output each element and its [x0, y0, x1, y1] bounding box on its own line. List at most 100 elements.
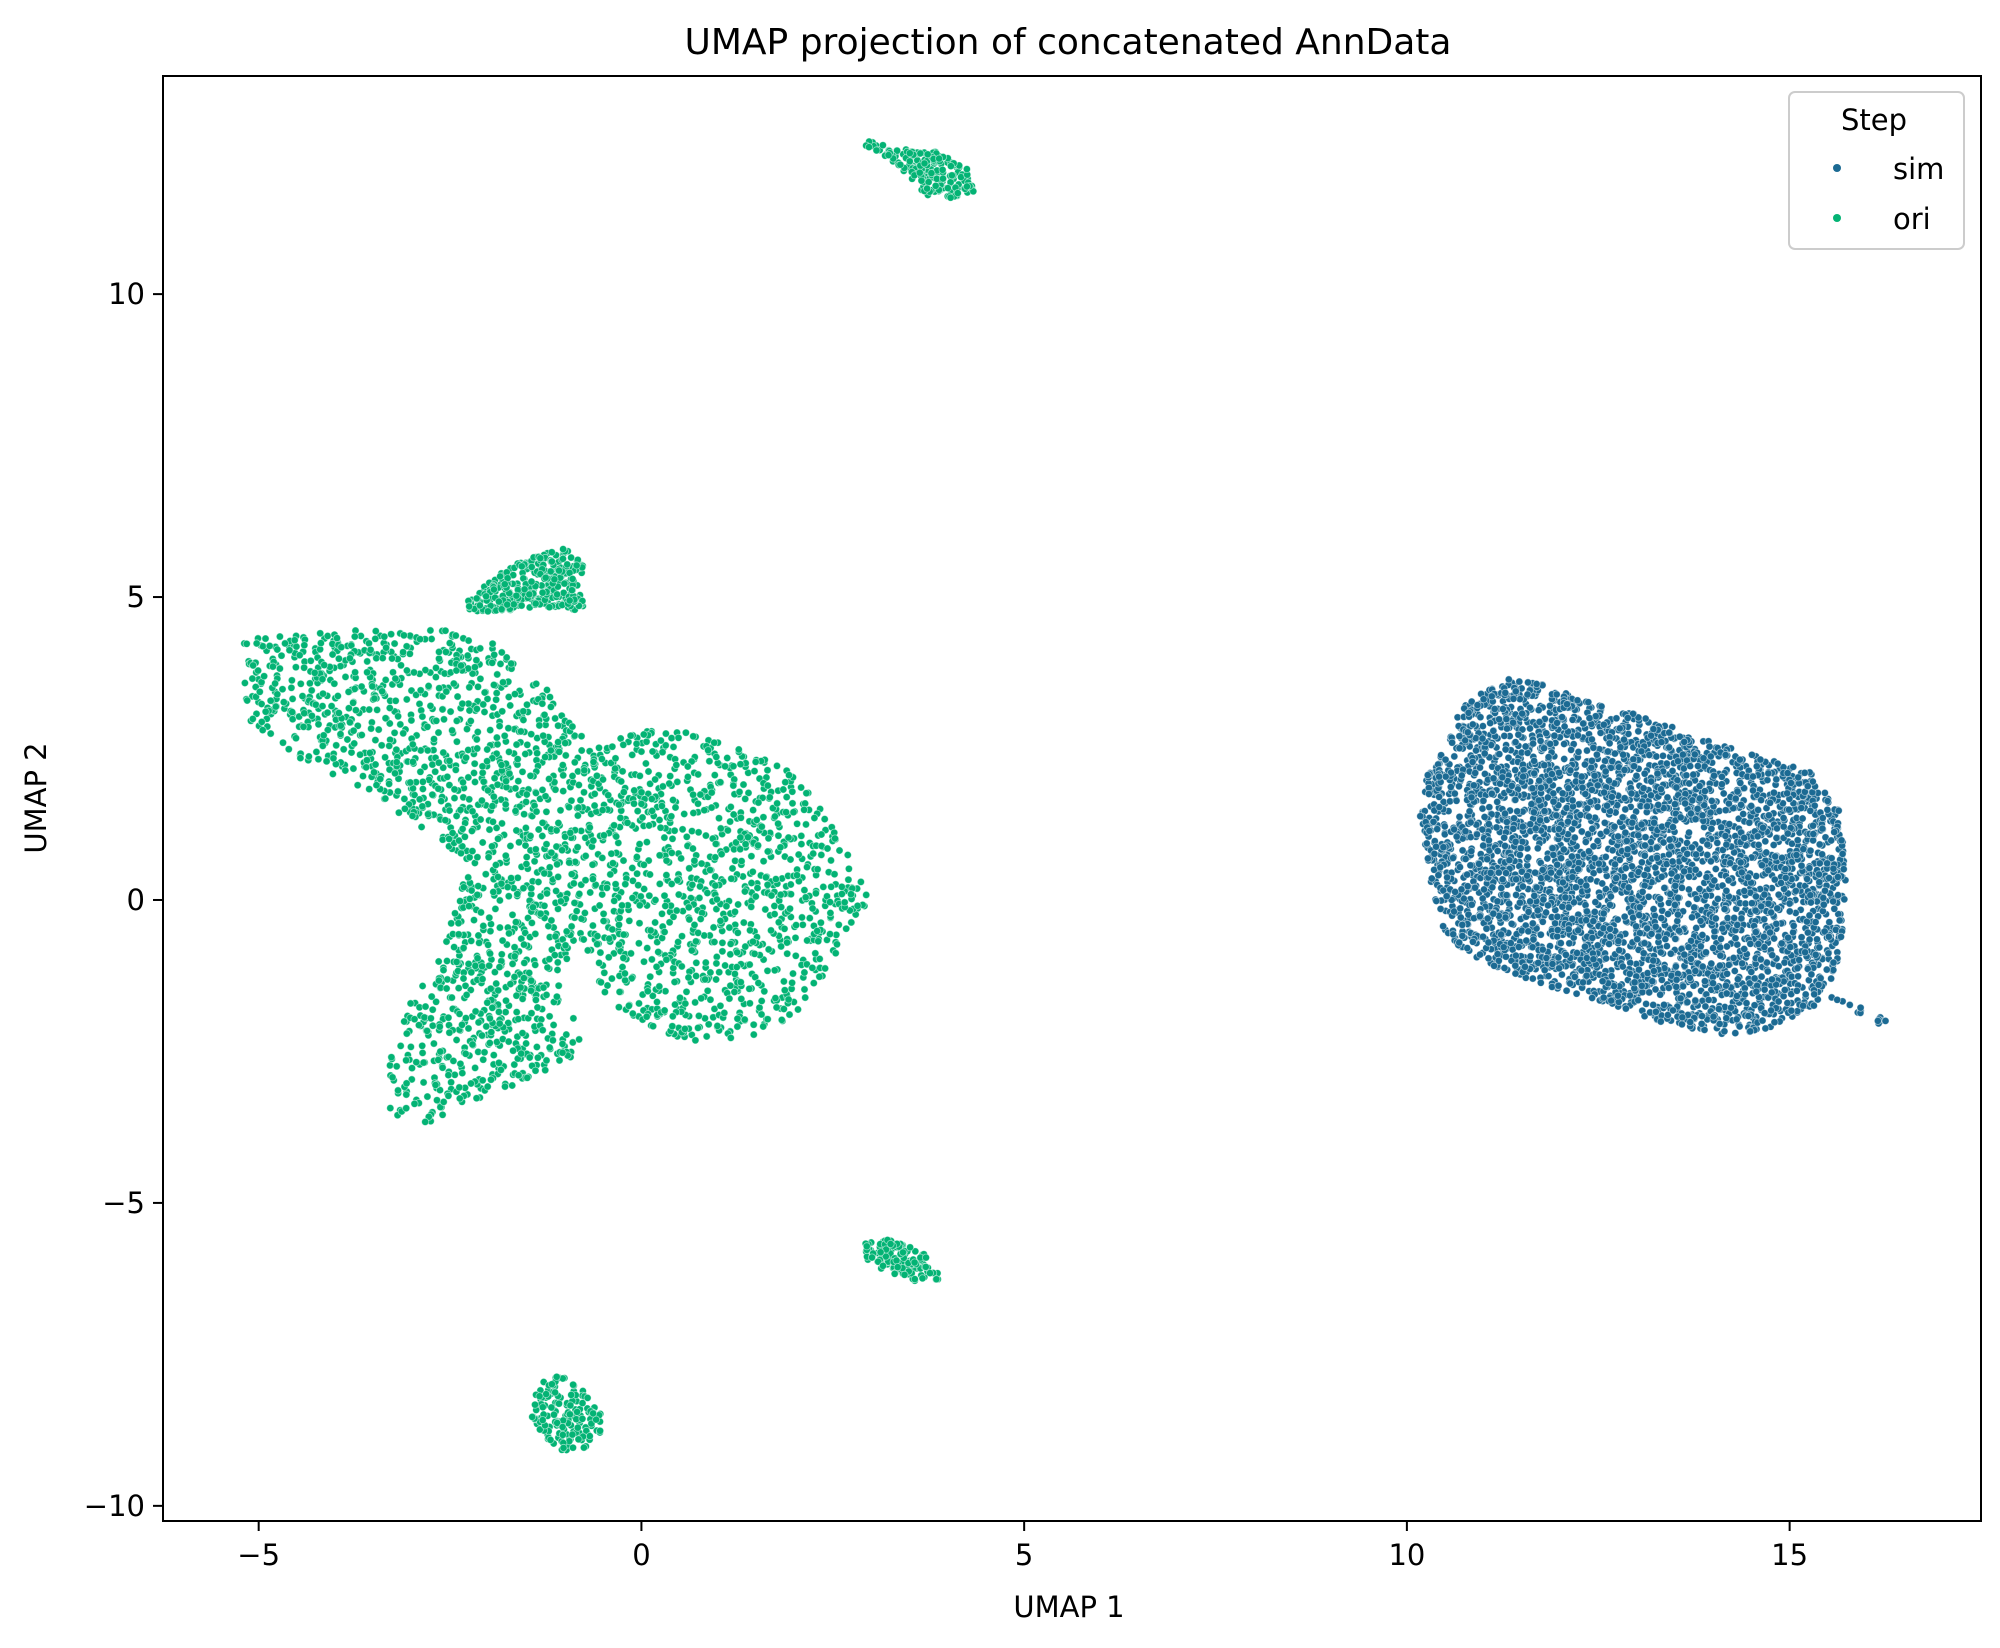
data-point-sim	[1637, 981, 1646, 990]
data-point-sim	[1523, 871, 1532, 880]
data-point-sim	[1596, 728, 1605, 737]
data-point-sim	[1433, 825, 1442, 834]
data-point-sim	[1620, 766, 1629, 775]
data-point-sim	[1672, 982, 1681, 991]
data-point-sim	[1627, 895, 1636, 904]
data-point-sim	[1754, 805, 1763, 814]
data-point-sim	[1511, 969, 1520, 978]
data-point-sim	[1829, 966, 1838, 975]
data-point-sim	[1773, 759, 1782, 768]
data-point-sim	[1752, 892, 1761, 901]
data-point-sim	[1618, 962, 1627, 971]
data-point-sim	[1577, 827, 1586, 836]
data-point-sim	[1701, 1002, 1710, 1011]
data-point-sim	[1837, 932, 1846, 941]
data-point-sim	[1538, 917, 1547, 926]
data-point-sim	[1727, 1003, 1736, 1012]
data-point-sim	[1502, 715, 1511, 724]
data-point-sim	[1818, 814, 1827, 823]
data-point-sim	[1509, 824, 1518, 833]
data-point-sim	[1833, 873, 1842, 882]
data-point-sim	[1423, 771, 1432, 780]
data-point-sim	[1567, 745, 1576, 754]
data-point-sim	[1635, 911, 1644, 920]
data-point-sim	[1538, 865, 1547, 874]
data-point-sim	[1509, 718, 1518, 727]
data-point-sim	[1717, 772, 1726, 781]
data-point-sim	[1432, 897, 1441, 906]
data-point-sim	[1799, 845, 1808, 854]
data-point-sim	[1493, 897, 1502, 906]
data-point-sim	[1471, 883, 1480, 892]
data-point-sim	[1791, 886, 1800, 895]
data-point-sim	[1485, 803, 1494, 812]
data-point-sim	[1448, 738, 1457, 747]
data-point-sim	[1718, 924, 1727, 933]
data-point-sim	[1600, 788, 1609, 797]
data-point-sim	[1519, 772, 1528, 781]
data-point-sim	[1510, 814, 1519, 823]
data-point-sim	[1580, 760, 1589, 769]
data-point-sim	[1643, 802, 1652, 811]
data-point-sim	[1773, 824, 1782, 833]
data-point-sim	[1779, 822, 1788, 831]
data-point-sim	[1769, 788, 1778, 797]
data-point-sim	[1664, 983, 1673, 992]
data-point-sim	[1742, 999, 1751, 1008]
data-point-sim	[1434, 871, 1443, 880]
data-point-sim	[1825, 874, 1834, 883]
data-point-sim	[1685, 990, 1694, 999]
data-point-sim	[1466, 818, 1475, 827]
data-point-sim	[1612, 714, 1621, 723]
data-point-sim	[1542, 908, 1551, 917]
data-point-sim	[1507, 781, 1516, 790]
data-point-sim	[1610, 749, 1619, 758]
data-point-sim	[1608, 846, 1617, 855]
data-point-sim	[1524, 678, 1533, 687]
data-point-sim	[1632, 771, 1641, 780]
data-point-sim	[1733, 921, 1742, 930]
data-point-sim	[1758, 1016, 1767, 1025]
data-point-sim	[1430, 849, 1439, 858]
data-point-sim	[1548, 844, 1557, 853]
data-point-sim	[1781, 865, 1790, 874]
data-point-sim	[1793, 836, 1802, 845]
data-point-sim	[1466, 861, 1475, 870]
data-point-sim	[1698, 931, 1707, 940]
data-point-sim	[1515, 850, 1524, 859]
data-point-sim	[1591, 898, 1600, 907]
data-point-sim	[1815, 943, 1824, 952]
data-point-sim	[1654, 800, 1663, 809]
data-point-sim	[1685, 828, 1694, 837]
data-point-sim	[1590, 771, 1599, 780]
data-point-sim	[1500, 964, 1509, 973]
data-point-sim	[1711, 914, 1720, 923]
data-point-sim	[1524, 907, 1533, 916]
data-point-sim	[1607, 792, 1616, 801]
data-point-sim	[1769, 841, 1778, 850]
data-point-sim	[1570, 972, 1579, 981]
data-point-sim	[1495, 750, 1504, 759]
data-point-sim	[1660, 1000, 1669, 1009]
data-point-sim	[1573, 949, 1582, 958]
data-point-sim	[1753, 832, 1762, 841]
data-point-sim	[1616, 743, 1625, 752]
data-point-sim	[1692, 894, 1701, 903]
data-point-sim	[1627, 789, 1636, 798]
data-point-sim	[1724, 876, 1733, 885]
data-point-sim	[1589, 917, 1598, 926]
data-point-sim	[1605, 940, 1614, 949]
data-point-sim	[1810, 990, 1819, 999]
data-point-sim	[1498, 773, 1507, 782]
data-point-sim	[1528, 784, 1537, 793]
data-point-sim	[1478, 804, 1487, 813]
data-point-sim	[1672, 975, 1681, 984]
data-point-sim	[1599, 720, 1608, 729]
data-point-sim	[1710, 771, 1719, 780]
data-point-sim	[1540, 744, 1549, 753]
data-point-sim	[1685, 779, 1694, 788]
data-point-sim	[1623, 714, 1632, 723]
data-point-sim	[1528, 919, 1537, 928]
data-point-sim	[1435, 803, 1444, 812]
data-point-sim	[1797, 933, 1806, 942]
